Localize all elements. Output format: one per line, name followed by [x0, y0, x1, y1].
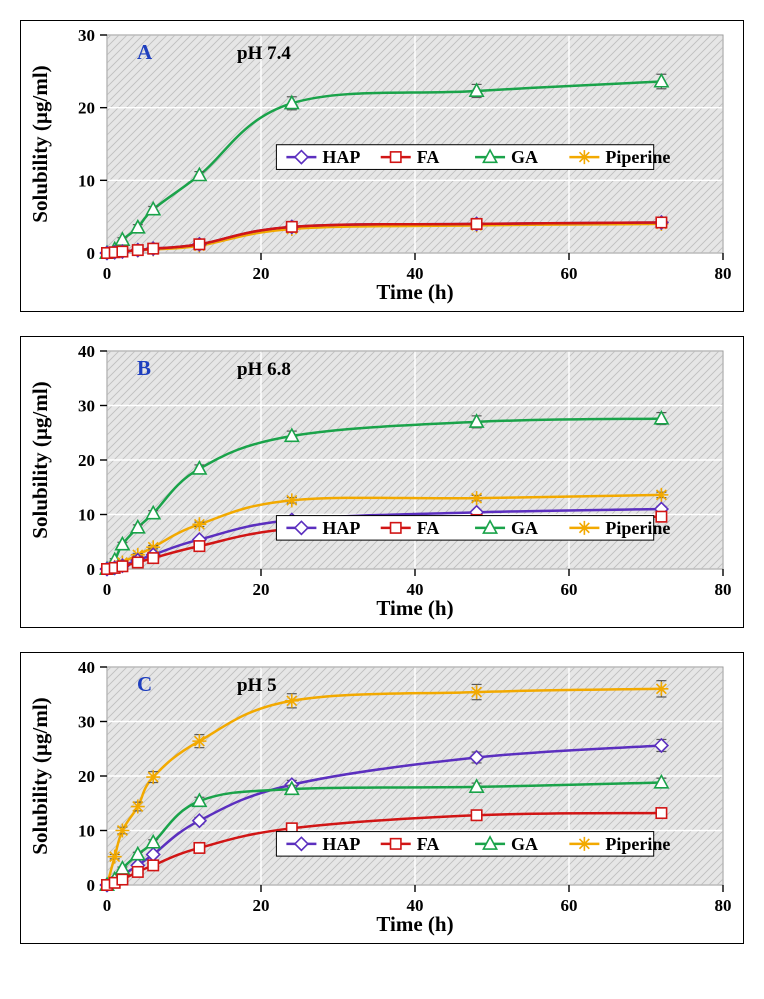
legend-label: Piperine [605, 834, 670, 854]
svg-text:10: 10 [78, 171, 95, 190]
svg-text:20: 20 [78, 767, 95, 786]
legend-label: HAP [322, 518, 360, 538]
svg-text:0: 0 [87, 876, 96, 895]
svg-text:60: 60 [561, 896, 578, 915]
svg-text:30: 30 [78, 26, 95, 45]
x-axis-label: Time (h) [376, 596, 453, 620]
svg-text:40: 40 [78, 658, 95, 677]
legend-label: HAP [322, 147, 360, 167]
svg-text:80: 80 [715, 264, 732, 283]
legend-label: Piperine [605, 147, 670, 167]
svg-text:60: 60 [561, 580, 578, 599]
panel-letter: C [137, 672, 152, 696]
svg-text:20: 20 [253, 264, 270, 283]
solubility-figure: 0 20 40 60 80 0 10 20 30 Time (h) Solubility (µg/m… [20, 20, 744, 944]
legend-label: FA [417, 147, 440, 167]
panel-a: 0204060800102030Time (h)Solubility (µg/m… [20, 20, 744, 312]
legend-label: GA [511, 147, 538, 167]
svg-text:20: 20 [253, 580, 270, 599]
legend-label: Piperine [605, 518, 670, 538]
panel-c: 020406080010203040Time (h)Solubility (µg… [20, 652, 744, 944]
y-axis-label: Solubility (µg/ml) [28, 381, 52, 538]
svg-text:0: 0 [87, 560, 96, 579]
y-axis-label: Solubility (µg/ml) [28, 65, 52, 222]
y-axis-label: Solubility (µg/ml) [28, 697, 52, 854]
svg-text:10: 10 [78, 506, 95, 525]
svg-text:20: 20 [78, 99, 95, 118]
svg-text:30: 30 [78, 397, 95, 416]
legend-label: FA [417, 834, 440, 854]
panel-letter: A [137, 40, 153, 64]
legend-label: FA [417, 518, 440, 538]
panel-title: pH 5 [237, 675, 277, 696]
panel-b: 020406080010203040Time (h)Solubility (µg… [20, 336, 744, 628]
svg-text:0: 0 [103, 896, 112, 915]
svg-text:40: 40 [78, 342, 95, 361]
svg-text:80: 80 [715, 896, 732, 915]
legend-label: GA [511, 518, 538, 538]
legend-label: HAP [322, 834, 360, 854]
svg-text:80: 80 [715, 580, 732, 599]
panel-letter: B [137, 356, 151, 380]
svg-text:60: 60 [561, 264, 578, 283]
svg-text:10: 10 [78, 822, 95, 841]
svg-text:20: 20 [253, 896, 270, 915]
svg-text:0: 0 [103, 580, 112, 599]
svg-text:0: 0 [103, 264, 112, 283]
legend-label: GA [511, 834, 538, 854]
svg-text:20: 20 [78, 451, 95, 470]
panel-title: pH 6.8 [237, 359, 291, 380]
svg-text:30: 30 [78, 713, 95, 732]
panel-title: pH 7.4 [237, 43, 291, 64]
x-axis-label: Time (h) [376, 912, 453, 936]
x-axis-label: Time (h) [376, 280, 453, 304]
svg-text:0: 0 [87, 244, 96, 263]
